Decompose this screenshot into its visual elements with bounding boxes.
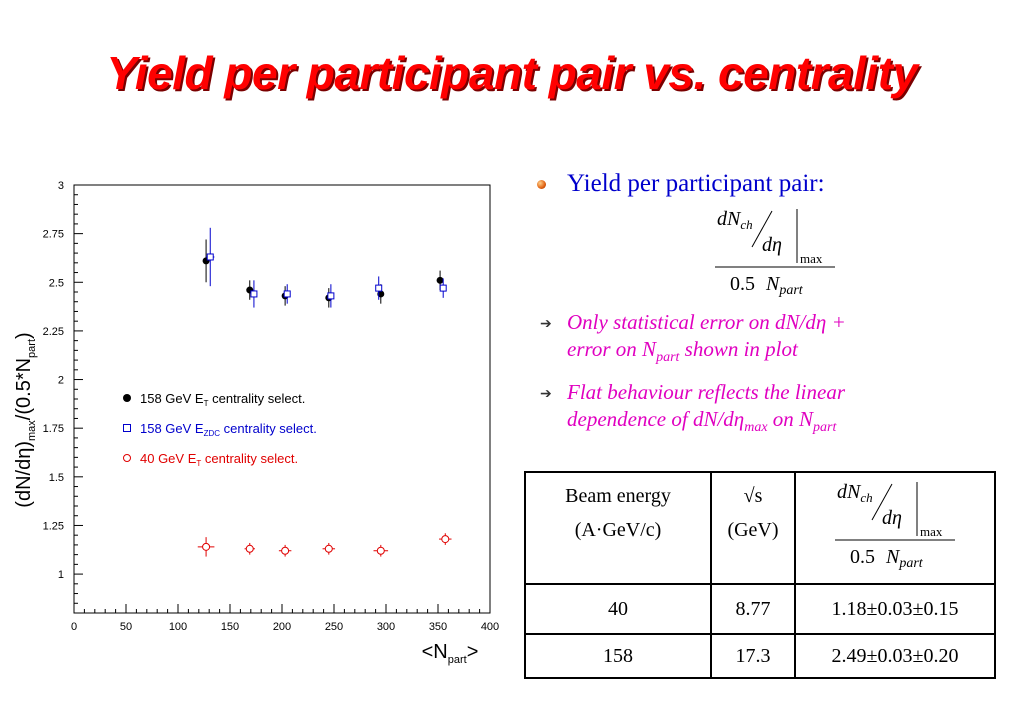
- formula-yield-header: dNch dη max 0.5 Npart: [835, 481, 955, 571]
- x-tick-label: 150: [221, 621, 239, 633]
- data-point: [281, 546, 290, 555]
- x-tick-label: 200: [273, 621, 291, 633]
- x-tick-label: 50: [120, 621, 132, 633]
- data-point: [250, 290, 258, 298]
- data-point: [436, 276, 444, 284]
- cell-sqrt-s: 17.3: [710, 633, 796, 679]
- table-header-row: Beam energy (A·GeV/c) √s (GeV) dNch dη m…: [524, 471, 996, 585]
- header-sqrt-s: √s (GeV): [710, 471, 796, 585]
- data-point: [327, 292, 335, 300]
- cell-energy: 158: [524, 633, 712, 679]
- legend-marker: [123, 454, 131, 462]
- data-point: [439, 284, 447, 292]
- y-tick-label: 1.25: [43, 520, 64, 532]
- svg-text:max: max: [920, 524, 943, 539]
- bullet-icon: [537, 180, 546, 189]
- point-flat-behaviour: Flat behaviour reflects the linear depen…: [567, 380, 845, 436]
- data-point: [283, 290, 291, 298]
- svg-text:0.5: 0.5: [850, 546, 875, 568]
- header-beam-energy: Beam energy (A·GeV/c): [524, 471, 712, 585]
- x-tick-label: 300: [377, 621, 395, 633]
- y-tick-label: 1.5: [49, 472, 64, 484]
- point-statistical-error: Only statistical error on dN/dη + error …: [567, 310, 846, 366]
- page-title: Yield per participant pair vs. centralit…: [106, 47, 918, 99]
- legend-marker: [123, 394, 131, 402]
- data-point: [376, 546, 385, 555]
- data-point: [202, 542, 211, 551]
- svg-text:0.5: 0.5: [730, 273, 755, 295]
- legend-label: 158 GeV EZDC centrality select.: [140, 421, 317, 438]
- cell-sqrt-s: 8.77: [710, 583, 796, 635]
- arrow-icon: ➔: [540, 317, 552, 332]
- formula-yield: dNch dη max 0.5 Npart: [715, 208, 835, 298]
- table-row: 158 17.3 2.49±0.03±0.20: [524, 633, 996, 679]
- y-tick-label: 1.75: [43, 423, 64, 435]
- x-axis-label: <Npart>: [422, 641, 479, 666]
- legend: 158 GeV ET centrality select. 158 GeV EZD…: [123, 391, 317, 468]
- svg-text:max: max: [800, 251, 823, 266]
- x-tick-label: 250: [325, 621, 343, 633]
- table-row: 40 8.77 1.18±0.03±0.15: [524, 583, 996, 635]
- legend-label: 40 GeV ET centrality select.: [140, 451, 298, 468]
- data-points: [197, 227, 452, 557]
- data-point: [324, 544, 333, 553]
- x-tick-label: 350: [429, 621, 447, 633]
- x-tick-label: 400: [481, 621, 499, 633]
- data-point: [441, 535, 450, 544]
- svg-text:dη: dη: [882, 507, 902, 529]
- y-tick-label: 3: [58, 180, 64, 192]
- y-axis: 1 1.25 1.5 1.75 2 2.25 2.5 2.75 3: [43, 180, 83, 614]
- data-point: [245, 544, 254, 553]
- y-tick-label: 1: [58, 569, 64, 581]
- cell-yield: 2.49±0.03±0.20: [794, 633, 996, 679]
- arrow-icon: ➔: [540, 387, 552, 402]
- y-tick-label: 2: [58, 375, 64, 387]
- svg-text:Npart: Npart: [765, 273, 804, 298]
- svg-text:dNch: dNch: [837, 481, 873, 505]
- data-point: [375, 284, 383, 292]
- y-tick-label: 2.75: [43, 229, 64, 241]
- legend-marker: [123, 424, 131, 432]
- x-tick-label: 100: [169, 621, 187, 633]
- svg-text:dNch: dNch: [717, 208, 753, 232]
- svg-text:Npart: Npart: [885, 546, 924, 571]
- y-tick-label: 2.5: [49, 277, 64, 289]
- legend-label: 158 GeV ET centrality select.: [140, 391, 305, 408]
- svg-text:dη: dη: [762, 234, 782, 256]
- x-axis: 0 50 100 150 200 250 300 350 400: [71, 604, 499, 633]
- yield-chart: 0 50 100 150 200 250 300 350 400 1 1.25 1.5 1.75 2 2.…: [13, 180, 499, 666]
- header-yield-formula: dNch dη max 0.5 Npart: [794, 471, 996, 585]
- results-table: Beam energy (A·GeV/c) √s (GeV) dNch dη m…: [524, 471, 996, 679]
- x-tick-label: 0: [71, 621, 77, 633]
- data-point: [206, 253, 214, 261]
- y-tick-label: 2.25: [43, 326, 64, 338]
- cell-energy: 40: [524, 583, 712, 635]
- bullet-main-text: Yield per participant pair:: [567, 170, 825, 197]
- y-axis-label: (dN/dη)max/(0.5*Npart): [13, 332, 38, 507]
- cell-yield: 1.18±0.03±0.15: [794, 583, 996, 635]
